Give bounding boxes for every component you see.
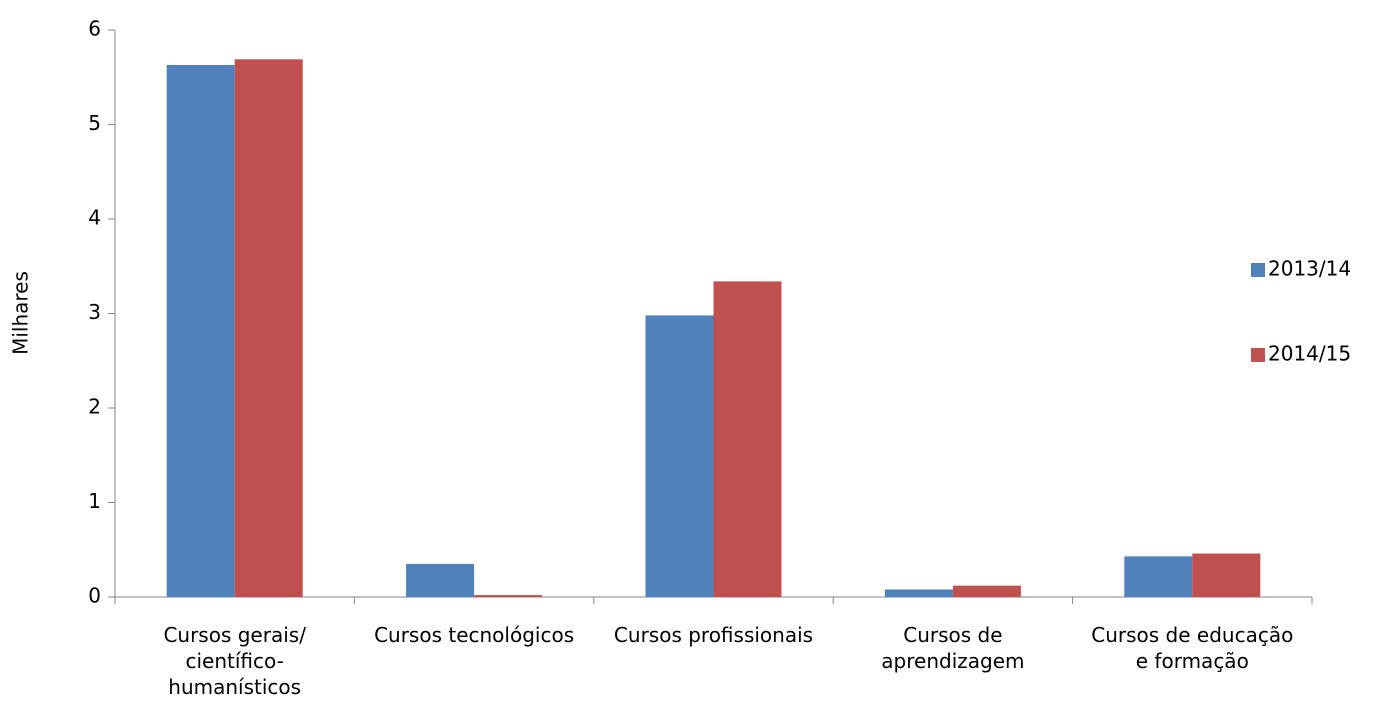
legend-swatch: [1251, 348, 1265, 362]
legend-swatch: [1251, 263, 1265, 277]
x-tick-label: Cursos gerais/ científico-humanísticos: [163, 623, 306, 699]
legend-label: 2013/14: [1268, 257, 1351, 281]
x-tick-label: Cursos profissionais: [613, 623, 814, 647]
bar: [952, 585, 1021, 597]
bar: [234, 59, 303, 598]
y-tick-label: 0: [88, 584, 101, 608]
x-tick-label: Cursos de educação e formação: [1091, 623, 1294, 673]
bar: [1124, 556, 1193, 597]
y-tick-label: 4: [88, 206, 101, 230]
bar: [166, 64, 235, 598]
bar: [645, 315, 714, 597]
bar: [1192, 553, 1261, 597]
y-tick-label: 2: [88, 395, 101, 419]
y-tick-label: 6: [88, 17, 101, 41]
y-tick-label: 3: [88, 300, 101, 324]
legend-label: 2014/15: [1268, 342, 1351, 366]
y-tick-label: 5: [88, 111, 101, 135]
bar: [406, 563, 475, 597]
y-tick-label: 1: [88, 489, 101, 513]
bar: [474, 595, 543, 597]
bar: [713, 281, 782, 597]
x-tick-label: Cursos de aprendizagem: [881, 623, 1025, 673]
bar: [884, 589, 953, 597]
y-axis-label: Milhares: [9, 271, 33, 355]
x-tick-label: Cursos tecnológicos: [374, 623, 575, 647]
